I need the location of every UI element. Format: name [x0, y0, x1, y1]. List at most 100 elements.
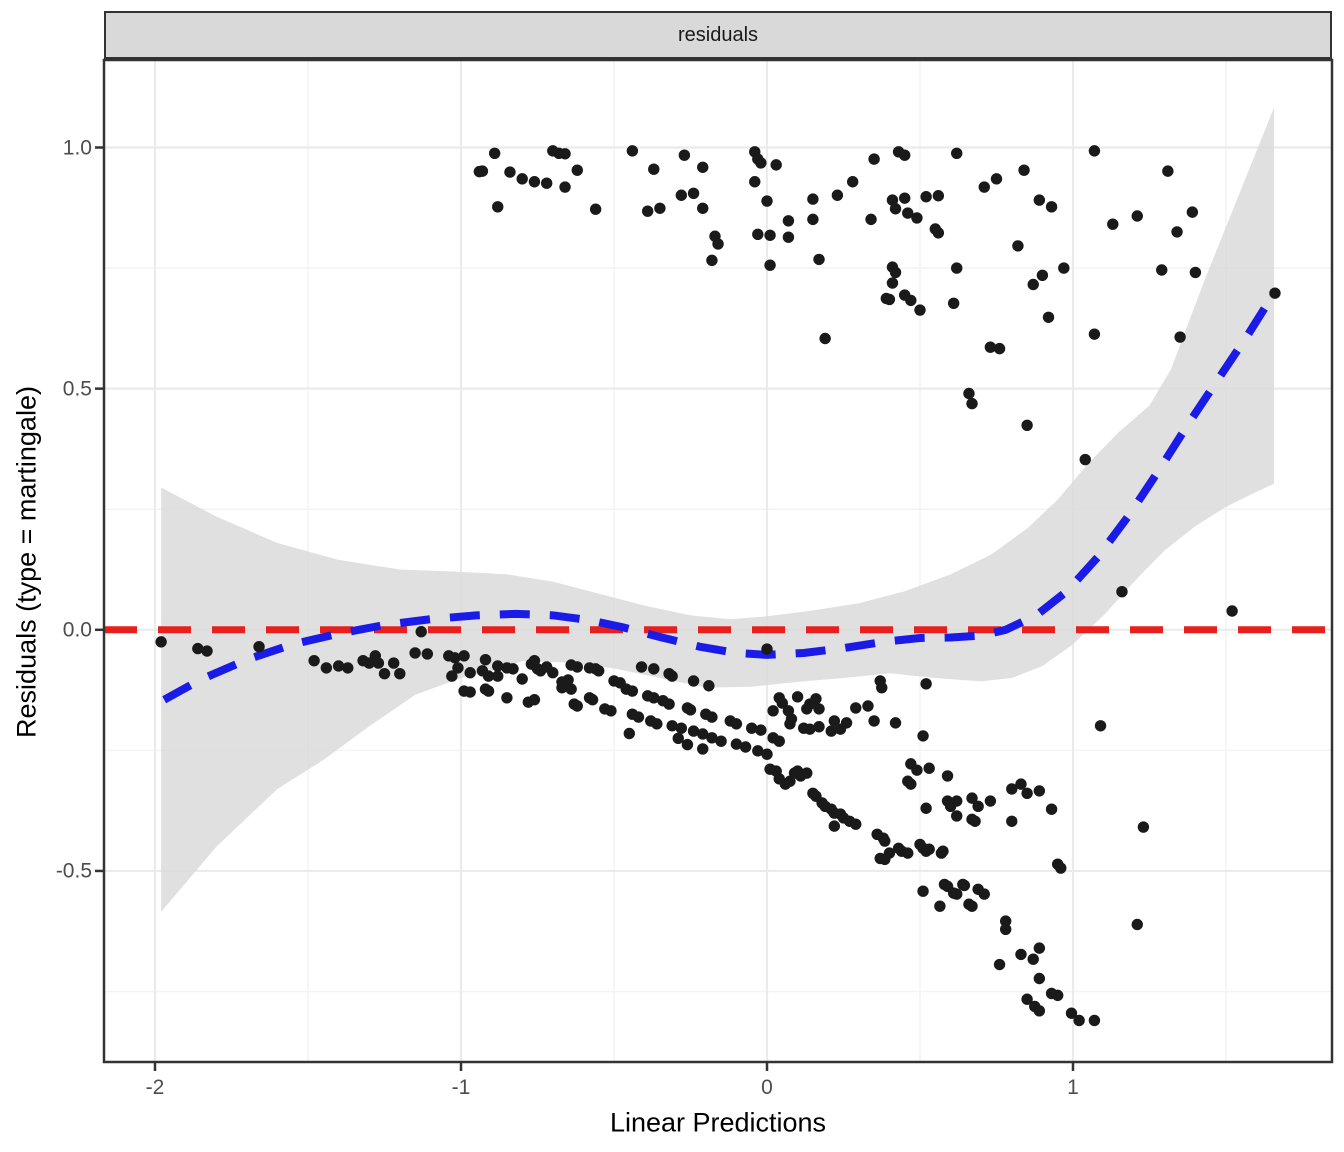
data-point — [810, 693, 822, 705]
data-point — [902, 207, 914, 219]
data-point — [770, 159, 782, 171]
data-point — [540, 177, 553, 189]
facet-strip-label: residuals — [677, 23, 759, 46]
data-point — [1006, 783, 1018, 795]
data-point — [1116, 585, 1128, 598]
data-point — [807, 213, 819, 226]
data-point — [993, 958, 1006, 971]
data-point — [1088, 145, 1101, 157]
data-point — [528, 694, 541, 706]
data-point — [687, 725, 700, 737]
data-point — [1033, 972, 1046, 985]
x-tick-label: 1 — [1067, 1076, 1079, 1099]
data-point — [308, 654, 320, 667]
data-point — [958, 879, 971, 892]
data-point — [492, 670, 504, 682]
data-point — [1012, 240, 1024, 252]
data-point — [923, 762, 935, 774]
data-point — [993, 342, 1006, 355]
data-point — [920, 190, 932, 203]
data-point — [899, 149, 911, 161]
data-point — [767, 705, 779, 717]
data-point — [675, 722, 688, 734]
data-point — [917, 885, 929, 897]
data-point — [675, 189, 688, 201]
data-point — [1079, 453, 1091, 466]
data-point — [879, 853, 891, 866]
data-point — [825, 725, 837, 737]
data-point — [813, 703, 825, 715]
data-point — [935, 847, 948, 859]
data-point — [415, 626, 427, 638]
data-point — [672, 732, 684, 745]
data-point — [492, 201, 504, 213]
data-point — [776, 697, 788, 709]
data-point — [703, 680, 715, 692]
data-point — [1055, 862, 1067, 874]
data-point — [641, 205, 654, 217]
data-point — [752, 228, 764, 241]
data-point — [990, 173, 1003, 185]
data-point — [911, 212, 923, 224]
data-point — [516, 173, 528, 185]
data-point — [559, 181, 571, 193]
data-point — [804, 723, 816, 735]
data-point — [923, 843, 935, 855]
data-point — [1131, 918, 1143, 931]
data-point — [464, 686, 476, 698]
data-point — [547, 667, 559, 679]
data-point — [865, 213, 877, 226]
data-point — [1171, 226, 1183, 238]
data-point — [706, 711, 718, 723]
data-point — [528, 176, 541, 188]
data-point — [1088, 328, 1101, 340]
data-point — [966, 900, 978, 912]
data-point — [1088, 1014, 1101, 1027]
data-point — [828, 820, 841, 832]
data-point — [761, 643, 773, 655]
data-point — [1021, 787, 1033, 799]
data-point — [764, 229, 776, 241]
data-point — [482, 670, 495, 682]
y-tick-label: 0.5 — [62, 377, 92, 401]
data-point — [911, 764, 923, 776]
data-point — [999, 923, 1012, 936]
data-point — [984, 341, 997, 353]
data-point — [879, 835, 891, 847]
data-point — [565, 683, 577, 695]
data-point — [458, 650, 470, 662]
data-point — [687, 675, 700, 687]
data-point — [1065, 1007, 1078, 1019]
data-point — [951, 147, 963, 159]
data-point — [801, 767, 813, 779]
data-point — [813, 253, 825, 266]
data-point — [593, 665, 605, 677]
data-point — [1137, 821, 1150, 833]
data-point — [788, 767, 801, 779]
data-point — [1042, 311, 1055, 323]
data-point — [1269, 287, 1281, 299]
data-point — [819, 332, 831, 345]
data-point — [764, 763, 776, 775]
data-point — [876, 681, 888, 694]
data-point — [687, 187, 700, 200]
data-point — [813, 721, 825, 733]
x-tick-label: -2 — [145, 1076, 165, 1099]
data-point — [446, 670, 458, 682]
y-tick-label: -0.5 — [55, 859, 92, 883]
data-point — [730, 738, 743, 750]
data-point — [730, 718, 743, 730]
data-point — [1131, 210, 1143, 222]
data-point — [488, 147, 501, 159]
data-point — [1045, 201, 1058, 213]
data-point — [791, 691, 804, 703]
data-point — [984, 795, 997, 807]
data-point — [501, 662, 513, 674]
data-point — [951, 262, 963, 274]
data-point — [752, 745, 764, 757]
data-point — [966, 792, 978, 804]
data-point — [947, 297, 960, 309]
data-point — [782, 231, 795, 243]
